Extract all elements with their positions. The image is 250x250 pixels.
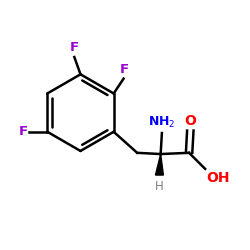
Text: F: F (18, 125, 28, 138)
Text: F: F (70, 41, 79, 54)
Text: O: O (184, 114, 196, 128)
Text: F: F (120, 63, 129, 76)
Text: OH: OH (206, 171, 230, 185)
Text: H: H (155, 180, 164, 192)
Polygon shape (156, 154, 164, 175)
Text: NH$_2$: NH$_2$ (148, 115, 176, 130)
